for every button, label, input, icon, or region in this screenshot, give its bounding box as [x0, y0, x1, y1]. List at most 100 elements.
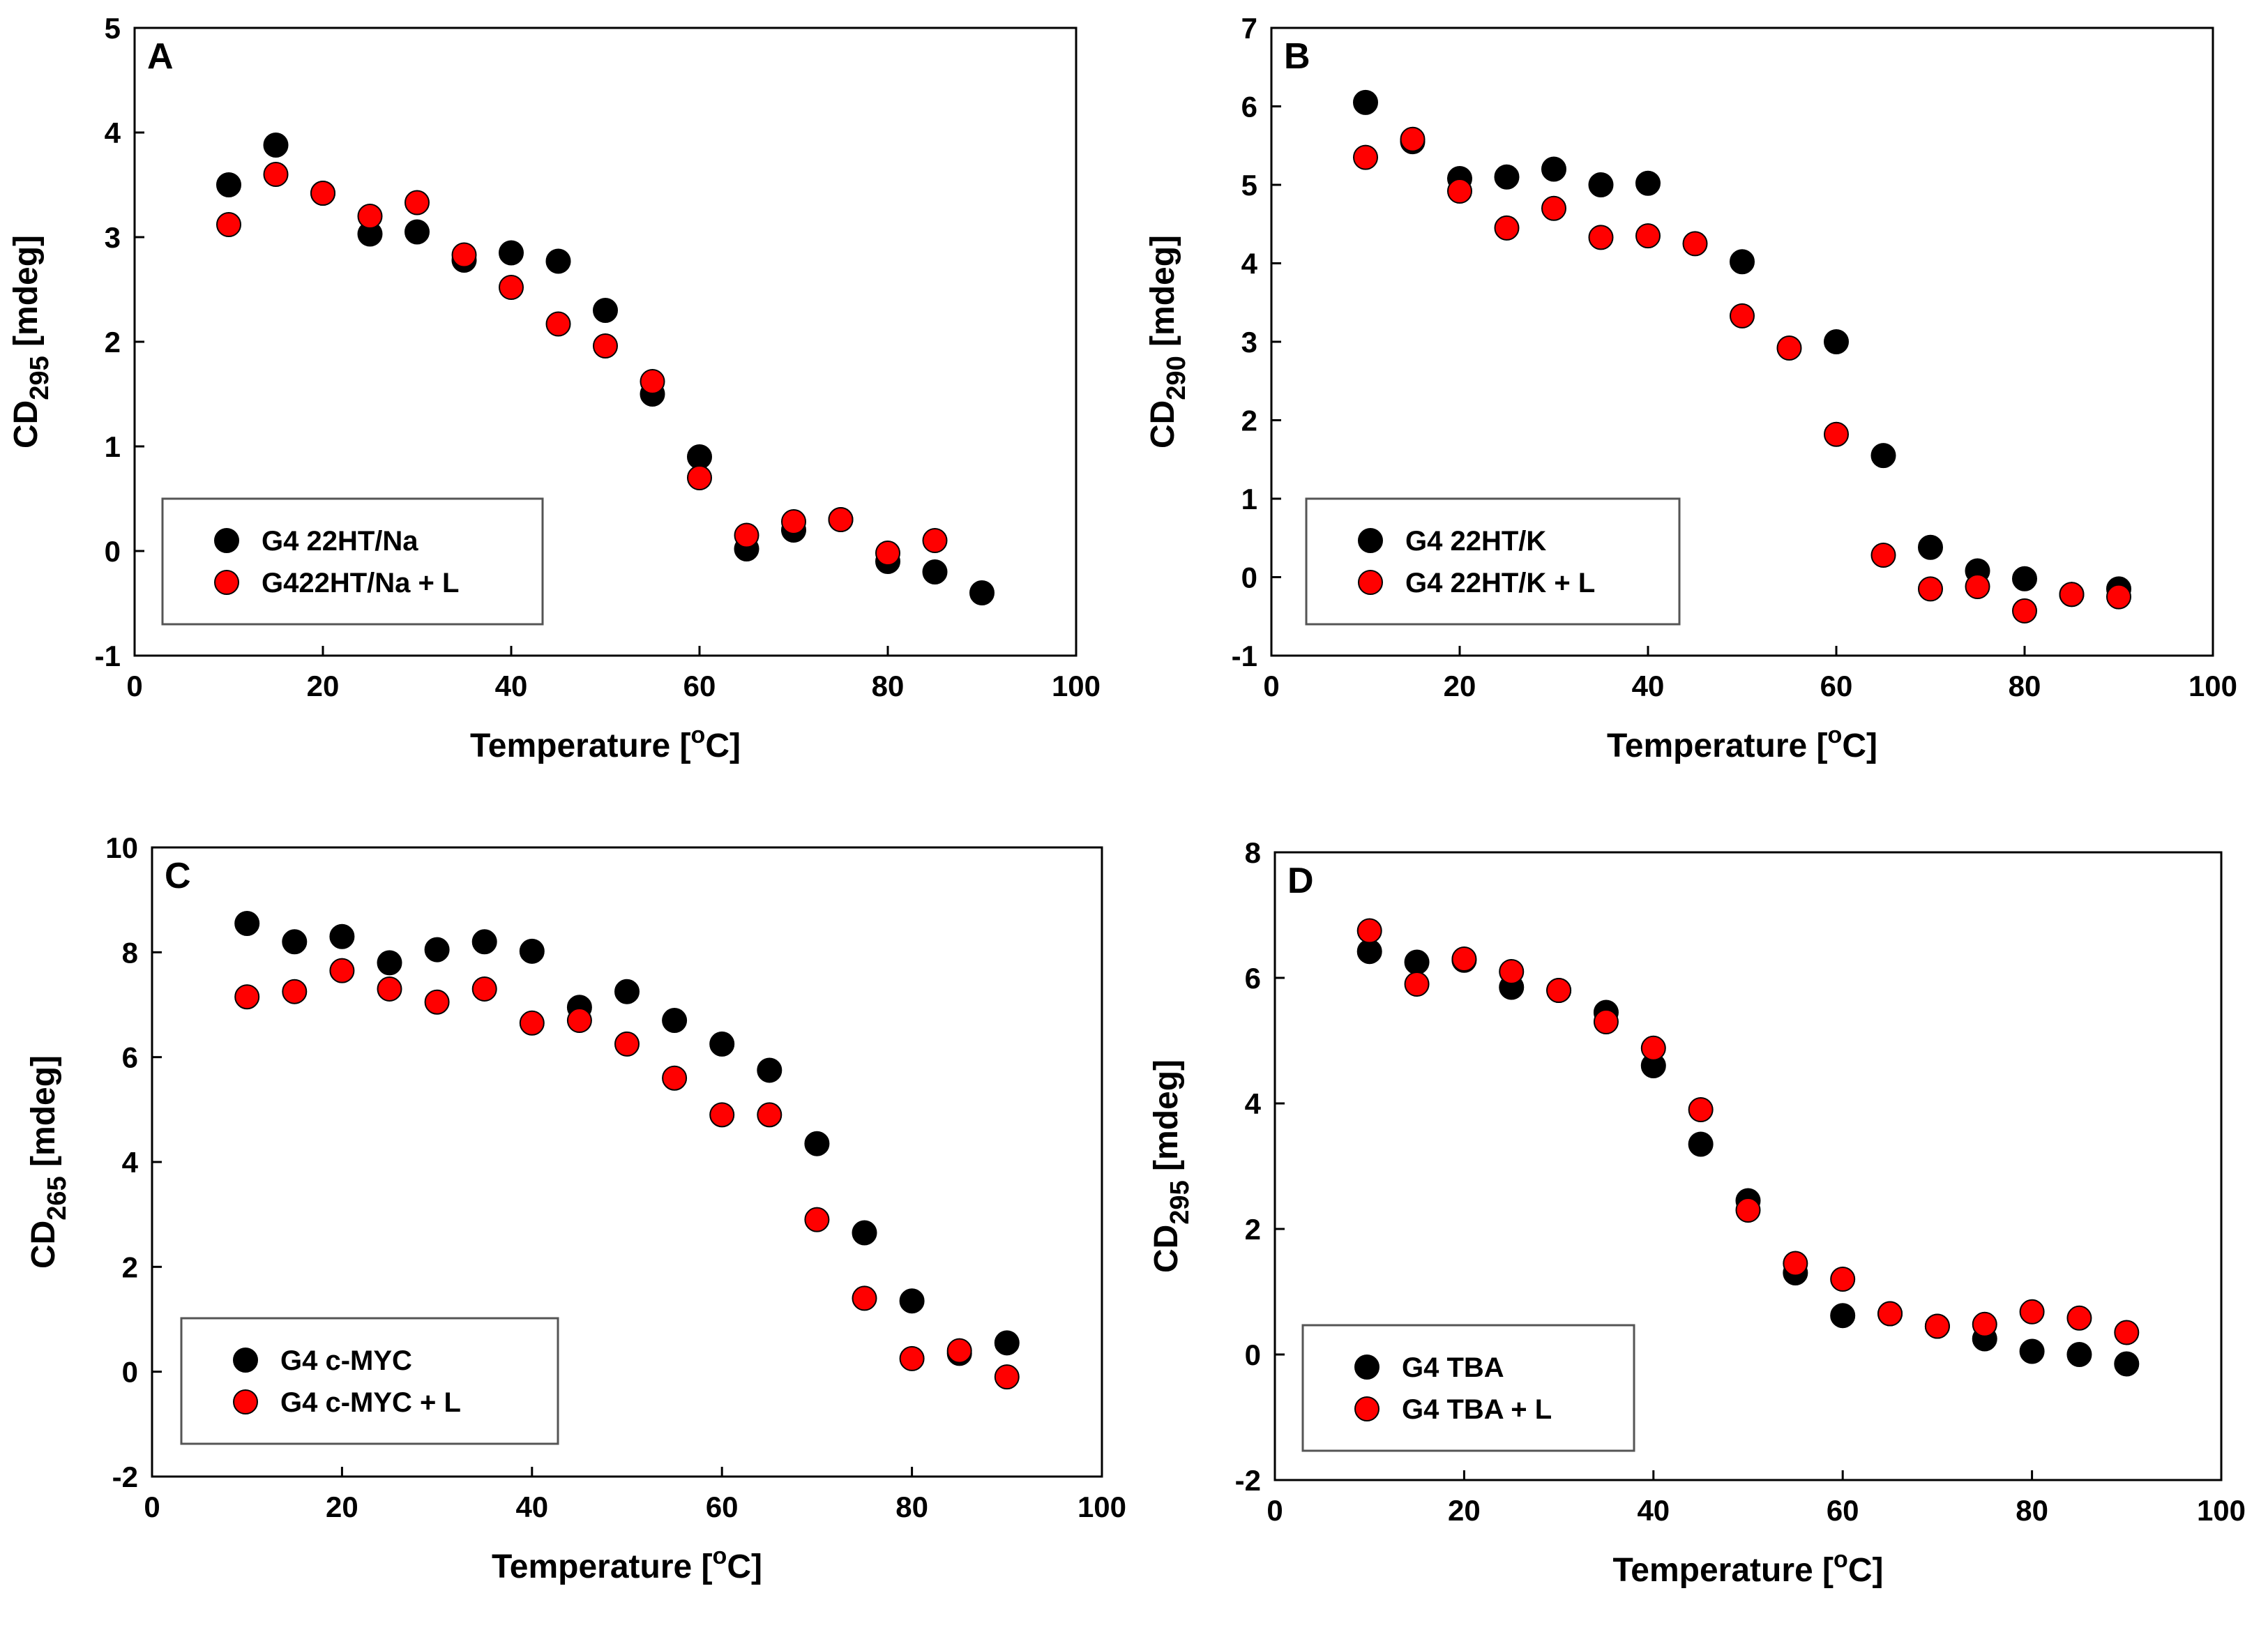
chart-b-point [1918, 534, 1943, 560]
chart-b-y-tick-label: 7 [1241, 12, 1257, 45]
chart-c-point [899, 1288, 925, 1314]
chart-a-point [875, 541, 900, 566]
chart-b-point [1353, 144, 1378, 170]
chart-a-legend-marker [214, 570, 239, 595]
chart-d-point [1593, 1009, 1619, 1034]
chart-c-point [662, 1065, 688, 1091]
chart-c-point [709, 1102, 735, 1128]
chart-a-point [357, 204, 383, 229]
chart-c-point [852, 1220, 877, 1246]
chart-d-point [1688, 1131, 1714, 1157]
chart-c-point [519, 938, 545, 964]
chart-b-point [1353, 89, 1378, 115]
chart-a-point [922, 528, 948, 553]
chart-a-x-axis-title: Temperature [oC] [470, 722, 741, 764]
chart-c-y-tick-label: 8 [122, 936, 138, 969]
chart-d-point [2114, 1320, 2140, 1345]
chart-c-point [709, 1031, 735, 1057]
chart-c-legend-marker [233, 1389, 258, 1414]
chart-d-y-tick-label: 6 [1245, 962, 1261, 995]
chart-c-point [804, 1207, 830, 1232]
chart-b-y-tick-label: 0 [1241, 561, 1257, 594]
chart-c-point [234, 984, 260, 1010]
chart-a-panel-letter: A [147, 36, 174, 77]
chart-a-point [405, 219, 430, 245]
chart-b-point [1682, 231, 1708, 257]
chart-c-point [424, 937, 450, 963]
chart-d-legend-label: G4 TBA + L [1402, 1394, 1552, 1425]
chart-a-point [263, 162, 289, 187]
chart-b-point [1494, 215, 1520, 241]
chart-d-point [1404, 949, 1430, 975]
chart-d-point [1830, 1267, 1856, 1292]
chart-b-x-tick-label: 60 [1820, 670, 1853, 702]
chart-b-point [1824, 421, 1849, 447]
chart-a-point [734, 522, 759, 548]
chart-d-x-tick-label: 60 [1827, 1494, 1859, 1527]
chart-b-y-tick-label: 2 [1241, 405, 1257, 437]
chart-b-legend: G4 22HT/K G4 22HT/K + L [1305, 497, 1681, 626]
chart-b-point [1918, 576, 1943, 602]
chart-c-series-1 [234, 910, 1020, 1366]
chart-a-point [593, 298, 618, 323]
chart-d-point [1499, 959, 1525, 984]
chart-d-point [1404, 972, 1430, 997]
chart-a-legend: G4 22HT/Na G422HT/Na + L [161, 497, 544, 626]
chart-b-legend-marker [1358, 528, 1383, 553]
chart-a-x-tick-label: 100 [1052, 670, 1101, 702]
chart-b-y-tick-label: 1 [1241, 483, 1257, 515]
chart-b-y-axis-title: CD290 [mdeg] [1144, 235, 1191, 448]
chart-a-point [687, 465, 712, 490]
chart-a-y-tick-label: 2 [105, 326, 121, 359]
chart-d-legend-label: G4 TBA [1402, 1352, 1504, 1383]
chart-d-point [1924, 1313, 1950, 1339]
chart-d-point [2066, 1305, 2092, 1331]
chart-b-x-tick-label: 20 [1444, 670, 1476, 702]
chart-c-x-tick-label: 60 [706, 1491, 739, 1523]
chart-c-point [994, 1330, 1020, 1356]
chart-a-y-axis-title: CD295 [mdeg] [8, 235, 54, 448]
chart-a-y-tick-label: 3 [105, 221, 121, 254]
chart-c-point [424, 989, 450, 1015]
chart-a-point [969, 580, 995, 605]
chart-d-point [1735, 1198, 1761, 1223]
chart-a-y-tick-label: 1 [105, 430, 121, 463]
chart-d-point [1877, 1301, 1903, 1327]
chart-d-y-axis-title: CD295 [mdeg] [1148, 1059, 1195, 1273]
chart-c-y-tick-label: -2 [112, 1461, 138, 1493]
chart-a-point [545, 248, 571, 274]
chart-a-x-tick-label: 60 [683, 670, 716, 702]
chart-b-series-2 [1353, 126, 2131, 624]
chart-d-y-tick-label: 0 [1245, 1338, 1261, 1371]
chart-c-series-2 [234, 958, 1020, 1390]
chart-a-x-tick-label: 80 [872, 670, 905, 702]
chart-b-point [1870, 543, 1896, 568]
chart-b-y-tick-label: 5 [1241, 169, 1257, 202]
chart-d-point [1972, 1311, 1997, 1337]
chart-b-x-tick-label: 80 [2009, 670, 2041, 702]
chart-d-legend-marker [1354, 1396, 1379, 1421]
chart-b-point [1541, 195, 1566, 221]
chart-b-point [1494, 164, 1520, 190]
chart-d-y-tick-label: 4 [1245, 1087, 1262, 1120]
chart-a-point [545, 311, 571, 337]
chart-a-point [640, 369, 665, 394]
chart-a-x-tick-label: 20 [307, 670, 340, 702]
chart-d-y-tick-label: 8 [1245, 836, 1261, 869]
chart-b-point [1824, 329, 1849, 354]
chart-b-legend-label: G4 22HT/K + L [1405, 568, 1595, 598]
chart-c-point [329, 923, 355, 949]
chart-c-point [899, 1345, 925, 1371]
chart-a-point [687, 444, 712, 469]
chart-b-point [2059, 582, 2085, 608]
chart-b-point [1541, 156, 1566, 182]
chart-d-x-tick-label: 40 [1637, 1494, 1670, 1527]
chart-c-point [852, 1285, 877, 1311]
chart-d-point [1640, 1035, 1666, 1061]
chart-c-x-tick-label: 40 [515, 1491, 548, 1523]
chart-c-point [757, 1102, 783, 1128]
chart-c-panel-letter: C [165, 856, 191, 896]
